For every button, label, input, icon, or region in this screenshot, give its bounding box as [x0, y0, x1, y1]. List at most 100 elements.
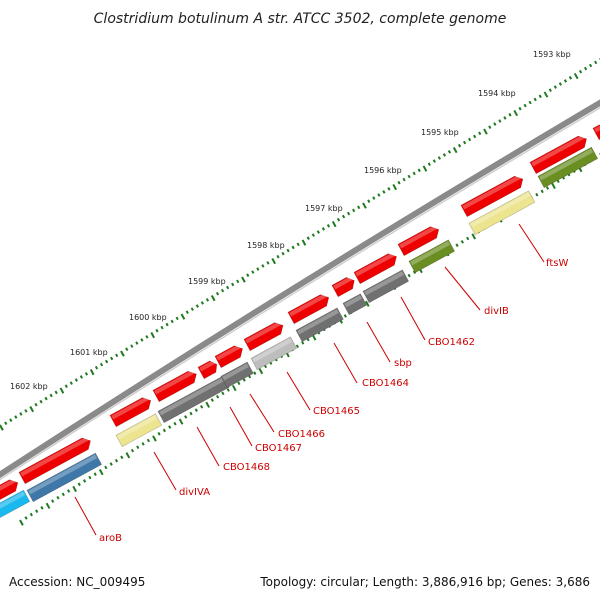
ruler-tick	[452, 146, 458, 154]
inner-tick	[56, 495, 60, 500]
gene-label-divIVA: divIVA	[179, 487, 210, 498]
ruler-tick	[226, 285, 230, 290]
ruler-tick	[528, 100, 532, 105]
gene-label-aroB: aroB	[99, 533, 122, 544]
inner-tick	[237, 381, 241, 386]
ruler-tick	[185, 310, 189, 315]
ruler-tick	[367, 199, 371, 203]
ruler-tick	[271, 257, 277, 265]
ruler-tick	[44, 396, 48, 401]
forward-gene	[0, 478, 19, 502]
inner-tick	[168, 425, 172, 429]
ruler-tick	[49, 393, 53, 398]
ruler-tick	[326, 224, 331, 228]
forward-gene	[287, 293, 330, 325]
gene-divIB	[408, 239, 456, 274]
ruler-tick	[256, 267, 260, 271]
ruler-tick	[145, 335, 149, 339]
ruler-tick	[79, 375, 83, 379]
ruler-tick	[165, 322, 169, 327]
ruler-tick	[594, 60, 598, 65]
ruler-tick	[397, 180, 401, 185]
inner-tick	[82, 479, 87, 483]
forward-gene	[109, 396, 152, 428]
gene-divIVA	[115, 413, 163, 448]
inner-tick	[104, 465, 108, 470]
inner-tick	[35, 509, 39, 514]
gene-label-CBO1462: CBO1462	[428, 337, 475, 348]
ruler-tick	[518, 106, 522, 111]
ruler-tick	[19, 412, 23, 416]
forward-gene	[397, 225, 440, 257]
gene-leader-line	[518, 223, 545, 263]
ruler-tick	[311, 233, 315, 237]
ruler-tick	[387, 187, 391, 191]
ruler-tick	[180, 313, 186, 320]
gene-label-CBO1468: CBO1468	[223, 462, 270, 473]
inner-tick	[19, 519, 24, 526]
inner-tick	[40, 506, 44, 510]
inner-tick	[67, 489, 71, 493]
ruler-tick-label: 1602 kbp	[10, 382, 48, 391]
ruler-tick	[150, 332, 156, 339]
ruler-tick	[34, 402, 38, 407]
inner-tick	[189, 411, 193, 416]
inner-tick	[412, 270, 417, 274]
gene-leader-line	[400, 296, 426, 341]
ruler-tick	[513, 109, 519, 117]
inner-tick	[45, 502, 51, 509]
gene-CBO1465	[295, 307, 344, 343]
ruler-tick	[417, 168, 421, 173]
ruler-tick	[457, 143, 462, 148]
forward-gene	[529, 134, 587, 175]
ruler-tick	[573, 72, 579, 80]
backbone-inner	[0, 107, 600, 481]
ruler-tick	[548, 88, 552, 92]
forward-gene	[243, 321, 284, 352]
ruler-tick	[432, 159, 436, 163]
inner-tick	[125, 452, 131, 459]
ruler-tick	[468, 137, 472, 142]
ruler-tick	[54, 390, 58, 395]
inner-tick	[51, 499, 55, 503]
ruler-tick	[533, 97, 537, 102]
inner-tick	[295, 344, 300, 349]
ruler-tick	[563, 79, 568, 83]
ruler-tick	[0, 424, 4, 431]
inner-tick	[77, 482, 81, 487]
ruler-tick	[39, 399, 43, 404]
inner-tick	[61, 492, 65, 497]
inner-tick	[109, 462, 113, 466]
gene-label-CBO1466: CBO1466	[278, 429, 325, 440]
gene-aroB	[26, 452, 103, 503]
ruler-tick	[538, 94, 542, 99]
ruler-tick	[578, 69, 583, 74]
inner-tick	[263, 364, 268, 369]
ruler-tick	[352, 208, 356, 213]
gene-olive-right	[537, 146, 599, 189]
gene-leader-line	[333, 342, 358, 384]
gene-ftsW	[468, 190, 536, 236]
inner-tick	[231, 384, 237, 392]
ruler-tick	[357, 205, 361, 210]
gene-labels: ftsW divIB CBO1462 sbp CBO1464 CBO1465 CBO1466…	[74, 223, 568, 544]
feature-tracks	[0, 124, 600, 520]
ruler-tick	[215, 291, 220, 296]
ruler-tick	[589, 63, 593, 68]
accession-text: Accession: NC_009495	[9, 575, 145, 589]
forward-gene	[197, 360, 218, 380]
forward-gene	[18, 436, 91, 485]
inner-tick	[556, 179, 560, 184]
ruler-tick-label: 1596 kbp	[364, 166, 402, 175]
ruler-tick	[341, 214, 346, 219]
ruler-tick-label: 1594 kbp	[478, 89, 516, 98]
ruler-tick	[210, 294, 216, 302]
ruler-tick	[473, 134, 477, 139]
ruler-tick	[558, 82, 562, 86]
gene-leader-line	[366, 321, 391, 363]
ruler-tick	[442, 153, 447, 157]
inner-tick	[173, 421, 177, 426]
inner-tick	[471, 233, 477, 240]
inner-tick	[146, 438, 151, 443]
ruler-tick	[372, 196, 376, 200]
